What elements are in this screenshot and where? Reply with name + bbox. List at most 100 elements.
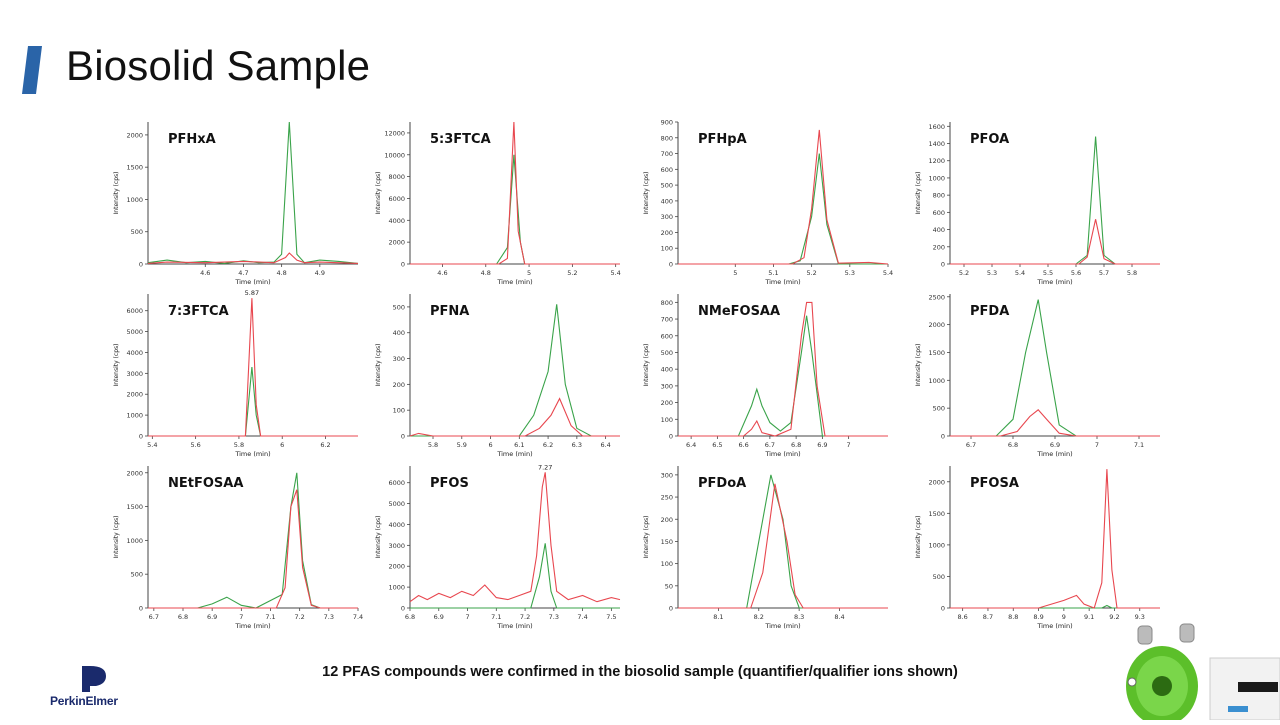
x-tick-label: 9.2	[1109, 613, 1119, 621]
y-tick-label: 10000	[384, 151, 405, 159]
x-tick-label: 7.4	[577, 613, 587, 621]
y-tick-label: 250	[661, 494, 673, 502]
x-tick-label: 5.8	[428, 441, 438, 449]
y-tick-label: 2000	[126, 469, 143, 477]
y-tick-label: 3000	[126, 370, 143, 378]
x-tick-label: 5.4	[610, 269, 620, 277]
y-tick-label: 200	[933, 243, 945, 251]
x-axis-label: Time (min)	[1036, 622, 1072, 630]
y-tick-label: 800	[661, 134, 673, 142]
x-tick-label: 8.8	[1008, 613, 1018, 621]
y-tick-label: 1000	[126, 196, 143, 204]
y-tick-label: 500	[393, 303, 405, 311]
y-tick-label: 5000	[126, 328, 143, 336]
y-tick-label: 3000	[388, 542, 405, 550]
y-tick-label: 1000	[928, 174, 945, 182]
chromatogram-pfhxa: 0 500 1000 1500 2000 4.6 4.7 4.8 4.9 Time (min) In…	[100, 112, 370, 286]
x-tick-label: 5.3	[845, 269, 855, 277]
chromatogram-pfos: 0 1000 2000 3000 4000 5000 6000 6.8 6.9 7 7.1 7.2 7.…	[362, 456, 632, 630]
chart-svg: 0 2000 4000 6000 8000 10000 12000 4.6 4.8 5 5.2 5.4…	[375, 121, 621, 286]
y-tick-label: 100	[661, 416, 673, 424]
series-line-quantifier	[950, 469, 1160, 609]
y-axis-label: Intensity (cps)	[375, 172, 382, 215]
x-tick-label: 6.8	[791, 441, 801, 449]
y-tick-label: 1600	[928, 123, 945, 131]
x-tick-label: 7	[239, 613, 243, 621]
y-axis-label: Intensity (cps)	[375, 344, 382, 387]
chromatogram-pfdoa: 0 50 100 150 200 250 300 8.1 8.2 8.3 8.4 Time (min)…	[630, 456, 900, 630]
y-tick-label: 0	[669, 261, 673, 269]
y-tick-label: 100	[393, 407, 405, 415]
y-tick-label: 0	[941, 433, 945, 441]
y-tick-label: 6000	[388, 479, 405, 487]
y-tick-label: 1200	[928, 157, 945, 165]
y-tick-label: 500	[661, 349, 673, 357]
chromatogram-pfda: 0 500 1000 1500 2000 2500 6.7 6.8 6.9 7 7.1 Time (m…	[902, 284, 1172, 458]
y-tick-label: 0	[941, 605, 945, 613]
chromatogram-nmefosaa: 0 100 200 300 400 500 600 700 800 6.4 6.5 6.6 6.7 6.8…	[630, 284, 900, 458]
compound-title: PFDA	[970, 304, 1010, 319]
x-tick-label: 5.4	[147, 441, 157, 449]
x-axis-label: Time (min)	[234, 278, 270, 286]
x-tick-label: 8.7	[983, 613, 993, 621]
series-line-qualifier	[148, 472, 358, 609]
x-tick-label: 6.7	[765, 441, 775, 449]
x-tick-label: 6.7	[149, 613, 159, 621]
compound-title: PFHpA	[698, 132, 747, 147]
x-tick-label: 7.1	[1134, 441, 1144, 449]
x-axis-label: Time (min)	[496, 278, 532, 286]
y-axis-label: Intensity (cps)	[113, 516, 120, 559]
y-tick-label: 4000	[388, 217, 405, 225]
series-line-quantifier	[678, 129, 889, 265]
x-axis-label: Time (min)	[234, 450, 270, 458]
chart-svg: 0 100 200 300 400 500 600 700 800 6.4 6.5 6.6 6.7 6.8…	[643, 294, 888, 458]
x-tick-label: 4.9	[315, 269, 325, 277]
y-tick-label: 2000	[928, 321, 945, 329]
y-tick-label: 8000	[388, 173, 405, 181]
x-tick-label: 5.6	[190, 441, 200, 449]
x-tick-label: 6.9	[1050, 441, 1060, 449]
y-tick-label: 0	[941, 261, 945, 269]
y-tick-label: 2500	[928, 293, 945, 301]
y-tick-label: 300	[393, 355, 405, 363]
series-line-quantifier	[147, 252, 359, 264]
y-tick-label: 900	[661, 119, 673, 127]
slide-title: Biosolid Sample	[66, 42, 371, 89]
y-tick-label: 2000	[126, 131, 143, 139]
y-tick-label: 50	[665, 582, 673, 590]
x-tick-label: 6	[488, 441, 492, 449]
y-tick-label: 400	[661, 366, 673, 374]
compound-title: PFNA	[430, 304, 470, 319]
chart-svg: 0 50 100 150 200 250 300 8.1 8.2 8.3 8.4 Time (min)…	[643, 466, 888, 630]
y-tick-label: 6000	[126, 307, 143, 315]
y-tick-label: 150	[661, 538, 673, 546]
x-tick-label: 5.2	[806, 269, 816, 277]
y-tick-label: 500	[933, 573, 945, 581]
x-tick-label: 6.7	[966, 441, 976, 449]
y-tick-label: 500	[131, 228, 143, 236]
slide-caption: 12 PFAS compounds were confirmed in the …	[322, 664, 958, 680]
x-tick-label: 6.6	[738, 441, 748, 449]
series-line-qualifier	[410, 543, 620, 609]
y-tick-label: 12000	[384, 129, 405, 137]
y-tick-label: 500	[933, 405, 945, 413]
chromatogram-pfhpa: 0 100 200 300 400 500 600 700 800 900 5 5.1 5.2 5.3 5.…	[630, 112, 900, 287]
y-tick-label: 200	[393, 381, 405, 389]
y-tick-label: 600	[661, 166, 673, 174]
chart-svg: 0 100 200 300 400 500 600 700 800 900 5 5.1 5.2 5.3 5.…	[643, 119, 893, 287]
y-tick-label: 100	[661, 245, 673, 253]
x-tick-label: 5	[527, 269, 531, 277]
x-tick-label: 5.8	[1127, 269, 1137, 277]
compound-title: 7:3FTCA	[168, 304, 229, 319]
x-tick-label: 7.1	[491, 613, 501, 621]
y-tick-label: 2000	[388, 563, 405, 571]
x-tick-label: 6.8	[405, 613, 415, 621]
y-tick-label: 0	[669, 605, 673, 613]
y-tick-label: 400	[933, 226, 945, 234]
x-tick-label: 4.8	[276, 269, 286, 277]
peak-annotation: 7.27	[538, 463, 552, 471]
x-tick-label: 5.3	[987, 269, 997, 277]
y-tick-label: 500	[131, 571, 143, 579]
y-tick-label: 500	[661, 182, 673, 190]
series-line-qualifier	[950, 136, 1160, 265]
